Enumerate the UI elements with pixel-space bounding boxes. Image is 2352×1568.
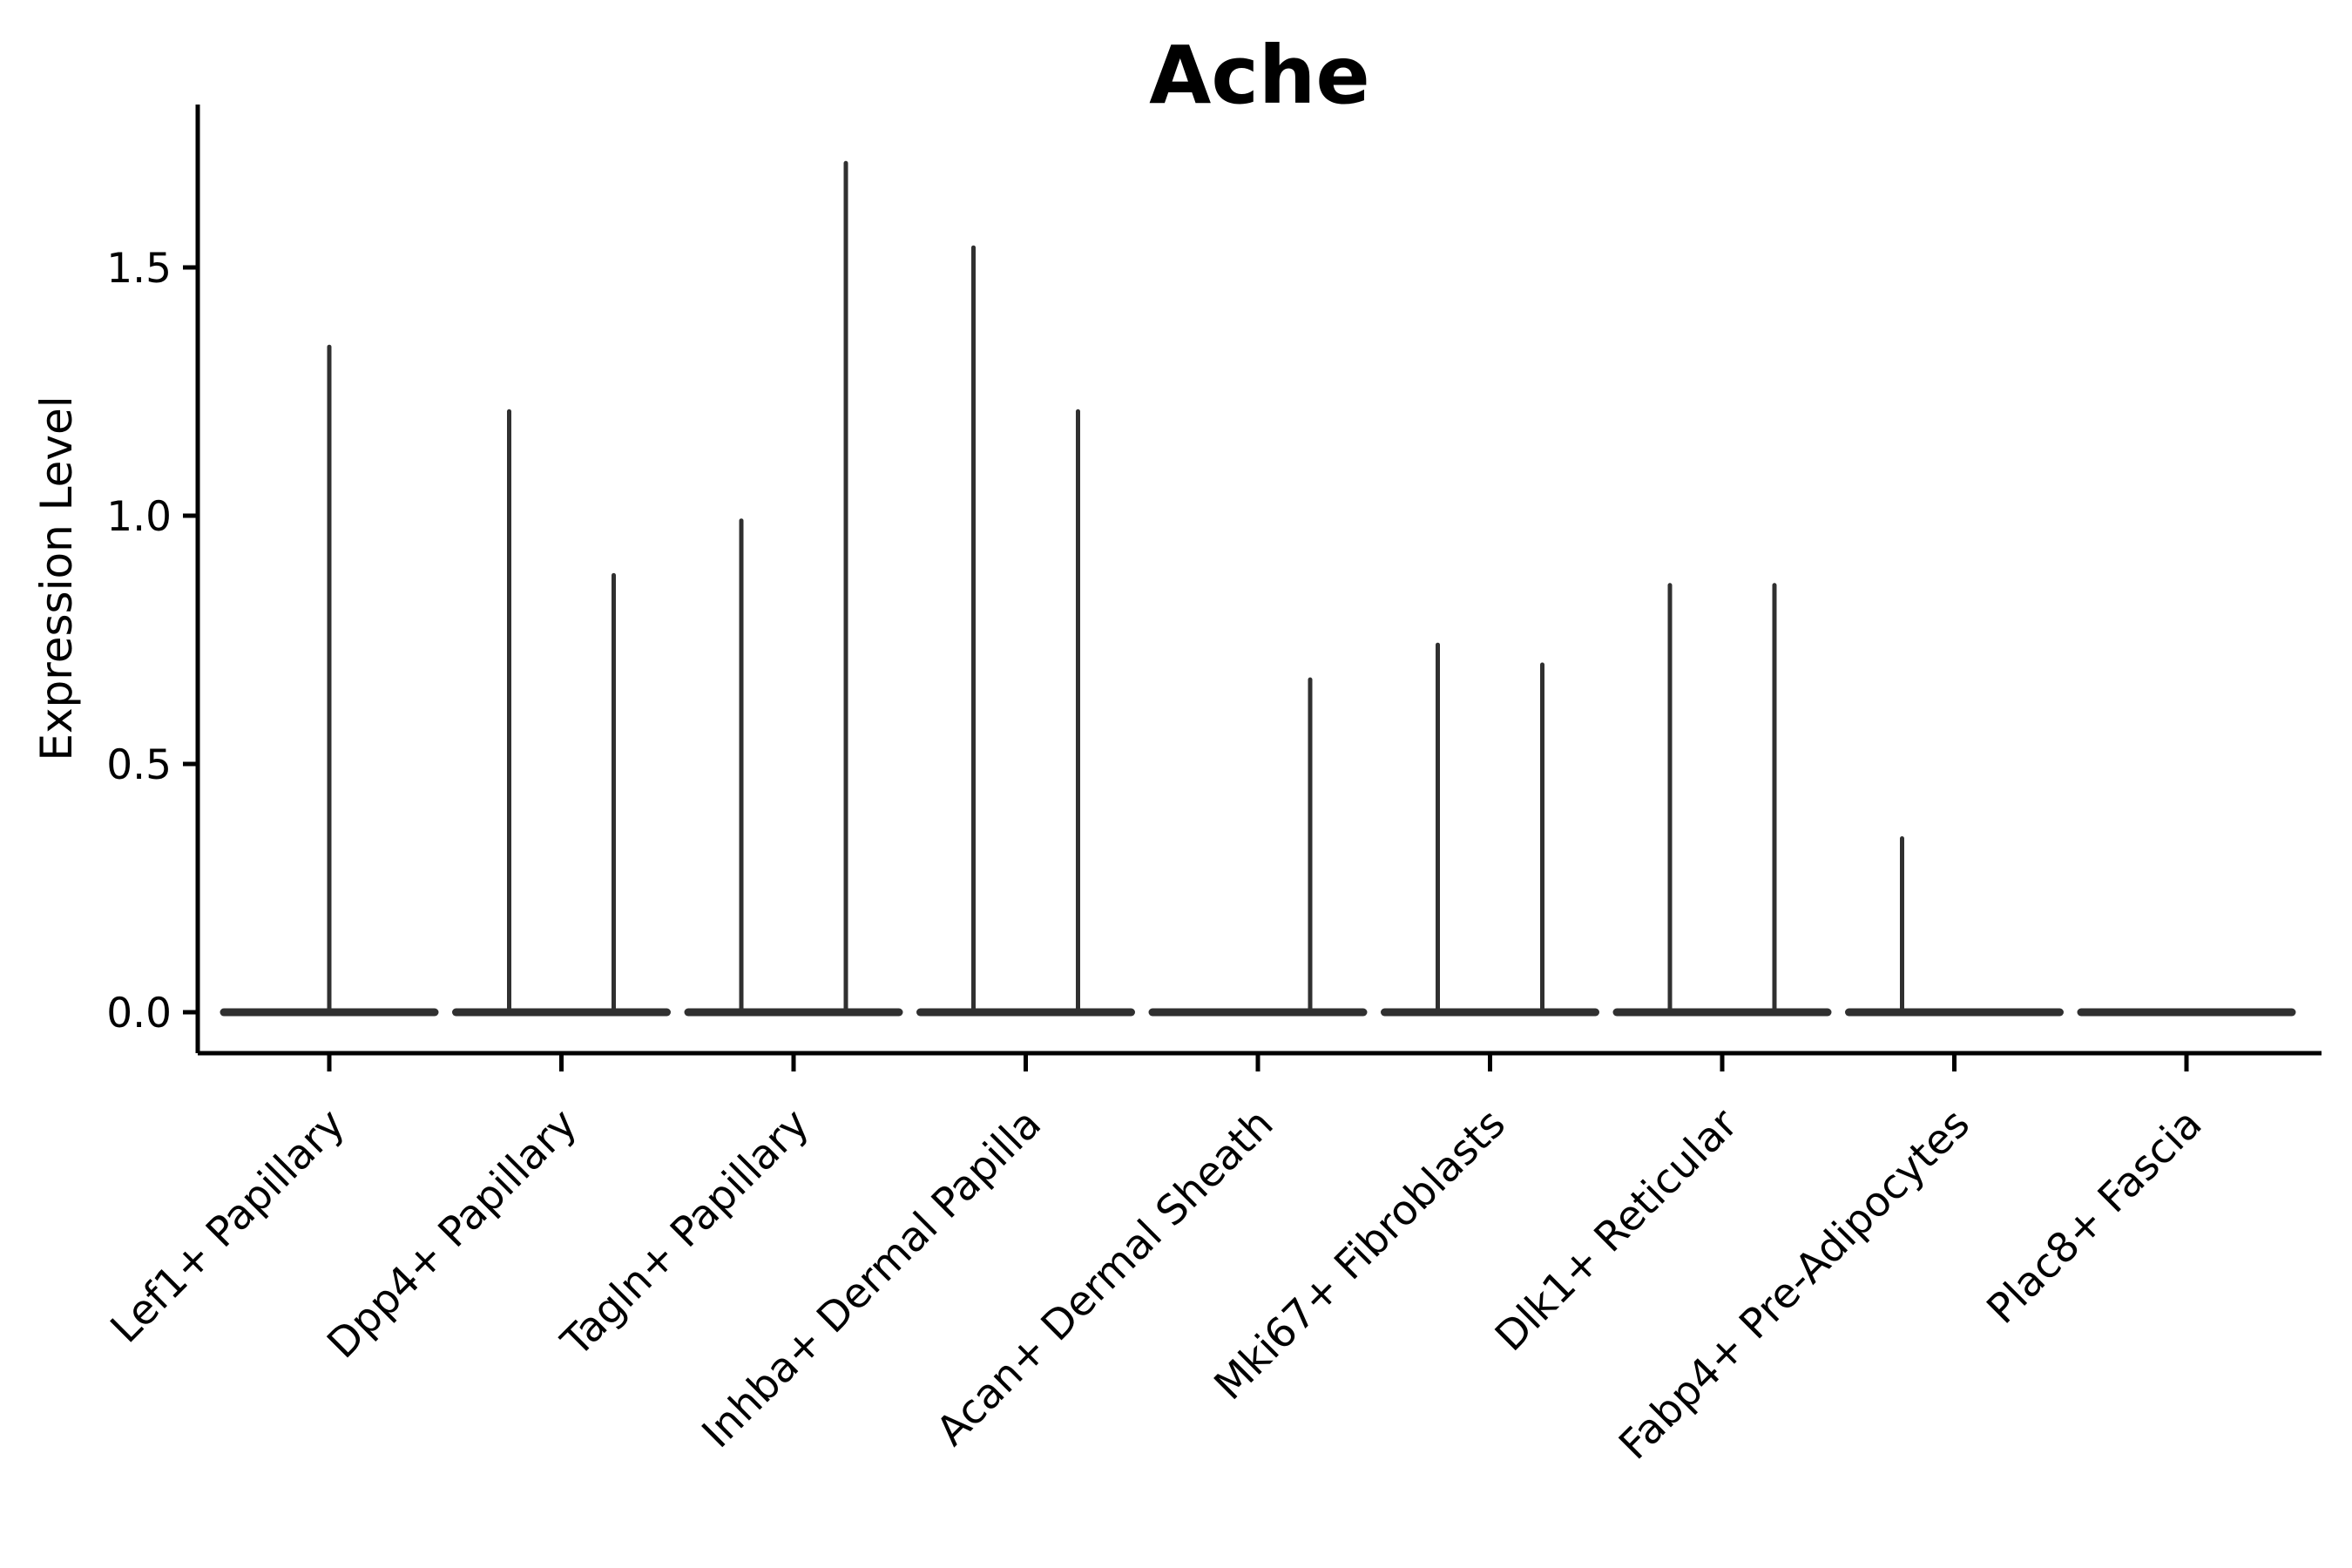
y-tick-label: 1.0: [106, 493, 172, 541]
x-tick-label: Dpp4+ Papillary: [318, 1100, 586, 1369]
y-tick-label: 0.0: [106, 990, 172, 1037]
y-axis-label: Expression Level: [31, 395, 82, 760]
y-axis-ticks: 0.0 0.5 1.0 1.5: [106, 245, 198, 1037]
x-tick-label: Plac8+ Fascia: [1978, 1100, 2212, 1334]
x-tick-label: Tagln+ Papillary: [552, 1100, 819, 1367]
y-tick-label: 1.5: [106, 245, 172, 293]
x-tick-label: Lef1+ Papillary: [102, 1100, 355, 1353]
violins: [220, 160, 2296, 1017]
x-tick-label: Dlk1+ Reticular: [1486, 1099, 1747, 1361]
y-tick-label: 0.5: [106, 741, 172, 789]
chart-title: Ache: [1149, 29, 1370, 122]
